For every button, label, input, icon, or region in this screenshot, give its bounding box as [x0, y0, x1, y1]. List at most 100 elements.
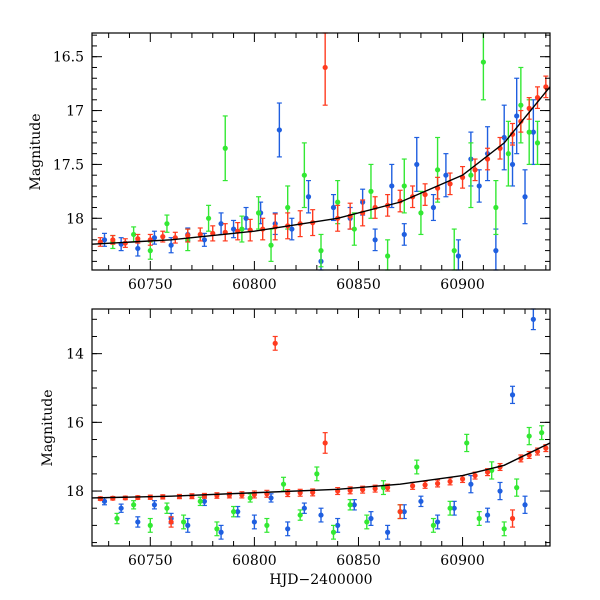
- bottom-green-marker: [164, 505, 170, 511]
- bottom-blue-point: [151, 500, 158, 510]
- top-red-marker: [197, 231, 203, 238]
- top-green-marker: [301, 172, 307, 178]
- top-green-marker: [534, 140, 541, 146]
- bottom-blue-point: [451, 500, 457, 516]
- top-red-point: [185, 228, 191, 243]
- top-green-point: [351, 212, 357, 246]
- top-blue-marker: [443, 172, 449, 178]
- bottom-y-tick-label: 14: [66, 347, 84, 363]
- top-blue-marker: [243, 215, 249, 221]
- bottom-red-point: [97, 496, 103, 502]
- top-blue-marker: [530, 129, 536, 135]
- top-panel-frame: [91, 32, 551, 271]
- bottom-red-marker: [410, 483, 416, 489]
- bottom-green-marker: [447, 505, 453, 511]
- bottom-blue-marker: [401, 509, 407, 515]
- top-blue-point: [305, 179, 312, 214]
- top-red-marker: [484, 156, 491, 162]
- bottom-blue-marker: [268, 495, 274, 501]
- bottom-green-point: [464, 433, 470, 453]
- bottom-blue-marker: [118, 505, 124, 511]
- top-panel-ticks: 60750 60800 60850 60900 16.5 17 17.5 18: [53, 33, 550, 293]
- bottom-red-marker: [201, 493, 208, 499]
- bottom-blue-point: [218, 524, 224, 540]
- top-green-point: [239, 215, 245, 243]
- top-panel-data: [97, 32, 549, 271]
- top-blue-marker: [501, 134, 507, 141]
- bottom-y-tick-label: 18: [66, 484, 84, 500]
- top-green-marker: [434, 167, 441, 173]
- bottom-blue-point: [418, 495, 424, 508]
- top-green-point: [255, 196, 262, 230]
- bottom-red-marker: [385, 485, 391, 491]
- top-x-tick-label: 60850: [336, 277, 381, 293]
- top-green-marker: [385, 253, 391, 259]
- bottom-green-marker: [539, 430, 545, 436]
- bottom-blue-marker: [251, 519, 257, 525]
- bottom-blue-marker: [434, 519, 441, 525]
- bottom-blue-point: [509, 385, 516, 405]
- top-blue-point: [372, 228, 378, 252]
- top-green-point: [301, 142, 307, 209]
- bottom-red-marker: [509, 515, 516, 522]
- bottom-blue-marker: [451, 505, 457, 511]
- top-blue-point: [276, 102, 282, 158]
- top-green-marker: [505, 151, 511, 157]
- top-red-marker: [509, 131, 516, 137]
- top-blue-point: [401, 223, 407, 246]
- top-x-tick-label: 60750: [128, 277, 173, 293]
- bottom-red-marker: [360, 487, 366, 493]
- top-green-marker: [493, 204, 499, 211]
- top-blue-marker: [455, 253, 461, 259]
- bottom-blue-marker: [101, 498, 108, 504]
- bottom-green-marker: [280, 481, 287, 487]
- bottom-blue-marker: [318, 512, 324, 518]
- bottom-red-point: [543, 444, 549, 453]
- bottom-blue-point: [385, 524, 391, 540]
- bottom-blue-marker: [135, 519, 141, 525]
- top-x-tick-label: 60800: [232, 277, 277, 293]
- top-green-point: [401, 158, 407, 214]
- top-panel-trend: [91, 86, 551, 245]
- top-blue-marker: [305, 194, 312, 200]
- top-red-marker: [534, 95, 541, 101]
- top-red-point: [447, 172, 453, 196]
- bottom-red-marker: [459, 476, 466, 482]
- top-red-point: [534, 86, 541, 110]
- top-red-marker: [185, 232, 191, 239]
- bottom-blue-marker: [522, 502, 528, 508]
- bottom-blue-point: [434, 514, 441, 530]
- bottom-green-marker: [430, 522, 437, 528]
- top-blue-marker: [372, 237, 378, 243]
- top-blue-point: [243, 206, 249, 230]
- bottom-blue-point: [118, 503, 124, 513]
- top-green-point: [222, 115, 228, 182]
- bottom-blue-point: [318, 507, 324, 523]
- bottom-blue-point: [235, 505, 241, 518]
- top-blue-marker: [330, 204, 337, 211]
- top-red-marker: [543, 84, 549, 90]
- bottom-green-point: [114, 512, 120, 525]
- top-blue-marker: [168, 242, 174, 248]
- top-green-point: [505, 120, 511, 187]
- bottom-blue-marker: [201, 498, 208, 504]
- top-red-point: [197, 227, 203, 242]
- top-blue-marker: [151, 235, 158, 241]
- bottom-blue-marker: [509, 392, 516, 398]
- top-blue-marker: [101, 237, 108, 243]
- bottom-red-marker: [110, 495, 116, 501]
- top-green-marker: [285, 204, 291, 211]
- bottom-blue-marker: [285, 526, 291, 532]
- top-blue-point: [430, 193, 437, 222]
- bottom-green-point: [539, 425, 545, 441]
- top-blue-point: [501, 104, 507, 171]
- bottom-blue-marker: [235, 509, 241, 515]
- bottom-green-marker: [347, 502, 353, 508]
- bottom-red-marker: [310, 489, 316, 496]
- bottom-blue-point: [251, 514, 257, 530]
- top-y-tick-label: 17: [66, 104, 84, 120]
- bottom-blue-marker: [385, 529, 391, 535]
- top-blue-point: [151, 230, 158, 245]
- bottom-x-tick-label: 60850: [336, 553, 381, 569]
